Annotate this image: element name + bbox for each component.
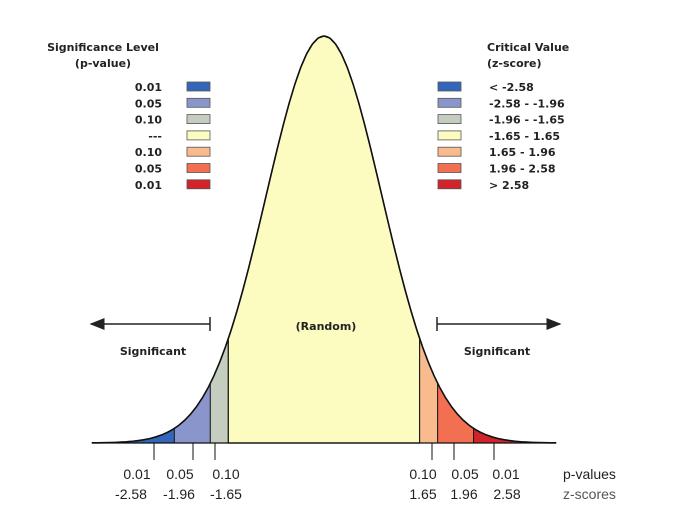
- critical-value-label-1: -2.58 - -1.96: [489, 97, 565, 110]
- significance-level-swatch-1: [186, 97, 211, 108]
- p-right-3: 0.01: [492, 466, 519, 482]
- significance-level-label-4: 0.10: [135, 146, 162, 159]
- left-legend-subtitle: (p-value): [75, 57, 131, 70]
- significance-level-label-1: 0.05: [135, 97, 162, 110]
- z-left-3: -1.65: [210, 486, 242, 502]
- critical-value-swatch-0: [437, 81, 462, 92]
- significance-level-legend: Significance Level (p-value) 0.01 0.05 0.1…: [47, 41, 211, 192]
- left-legend-title: Significance Level: [47, 41, 159, 54]
- significance-level-label-2: 0.10: [135, 114, 162, 127]
- critical-value-swatch-1: [437, 97, 462, 108]
- z-scores-caption: z-scores: [563, 486, 616, 502]
- significance-level-swatch-4: [186, 146, 211, 157]
- z-score-labels: -2.58 -1.96 -1.65 1.65 1.96 2.58 z-score…: [115, 486, 616, 502]
- critical-value-legend: Critical Value (z-score) < -2.58 -2.58 - …: [437, 41, 569, 192]
- critical-value-swatch-6: [437, 179, 462, 190]
- normal-curve: [91, 35, 557, 444]
- z-right-1: 1.65: [409, 486, 436, 502]
- significant-left-label: Significant: [120, 345, 186, 358]
- critical-value-label-3: -1.65 - 1.65: [489, 130, 560, 143]
- z-right-2: 1.96: [450, 486, 477, 502]
- p-values-caption: p-values: [563, 466, 616, 482]
- significance-level-label-0: 0.01: [135, 81, 162, 94]
- p-right-2: 0.05: [451, 466, 478, 482]
- z-left-2: -1.96: [163, 486, 195, 502]
- significance-level-swatch-3: [186, 130, 211, 141]
- significance-level-label-5: 0.05: [135, 163, 162, 176]
- region-random: [227, 35, 421, 444]
- critical-value-swatch-3: [437, 130, 462, 141]
- p-right-1: 0.10: [409, 466, 436, 482]
- significance-level-label-6: 0.01: [135, 179, 162, 192]
- critical-value-swatch-4: [437, 146, 462, 157]
- right-legend-subtitle: (z-score): [487, 57, 542, 70]
- critical-value-label-0: < -2.58: [489, 81, 534, 94]
- significance-level-swatch-6: [186, 179, 211, 190]
- random-label: (Random): [296, 320, 357, 333]
- significant-right-label: Significant: [464, 345, 530, 358]
- region-tail-10: [209, 338, 229, 444]
- p-left-1: 0.01: [123, 466, 150, 482]
- region-right-10: [419, 338, 439, 444]
- p-left-3: 0.10: [212, 466, 239, 482]
- significance-level-swatch-5: [186, 163, 211, 173]
- significance-level-swatch-2: [186, 114, 211, 124]
- critical-value-label-4: 1.65 - 1.96: [489, 146, 556, 159]
- p-value-labels: 0.01 0.05 0.10 0.10 0.05 0.01 p-values: [123, 466, 616, 482]
- p-left-2: 0.05: [166, 466, 193, 482]
- axis-ticks: [153, 443, 495, 460]
- z-right-3: 2.58: [493, 486, 520, 502]
- critical-value-swatch-5: [437, 163, 462, 173]
- critical-value-label-6: > 2.58: [489, 179, 529, 192]
- significance-level-swatch-0: [186, 81, 211, 92]
- critical-value-swatch-2: [437, 114, 462, 124]
- critical-value-label-2: -1.96 - -1.65: [489, 114, 565, 127]
- z-left-1: -2.58: [115, 486, 147, 502]
- significance-level-label-3: ---: [148, 130, 162, 143]
- right-legend-title: Critical Value: [487, 41, 569, 54]
- critical-value-label-5: 1.96 - 2.58: [489, 163, 556, 176]
